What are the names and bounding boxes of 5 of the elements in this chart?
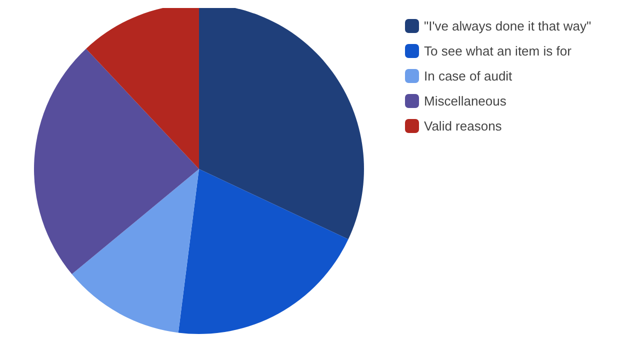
legend-label: Miscellaneous [424,94,507,108]
legend-label: To see what an item is for [424,44,572,58]
legend-label: In case of audit [424,68,513,84]
legend-label: Valid reasons [424,118,502,134]
legend-label: "I've always done it that way" [424,18,592,34]
